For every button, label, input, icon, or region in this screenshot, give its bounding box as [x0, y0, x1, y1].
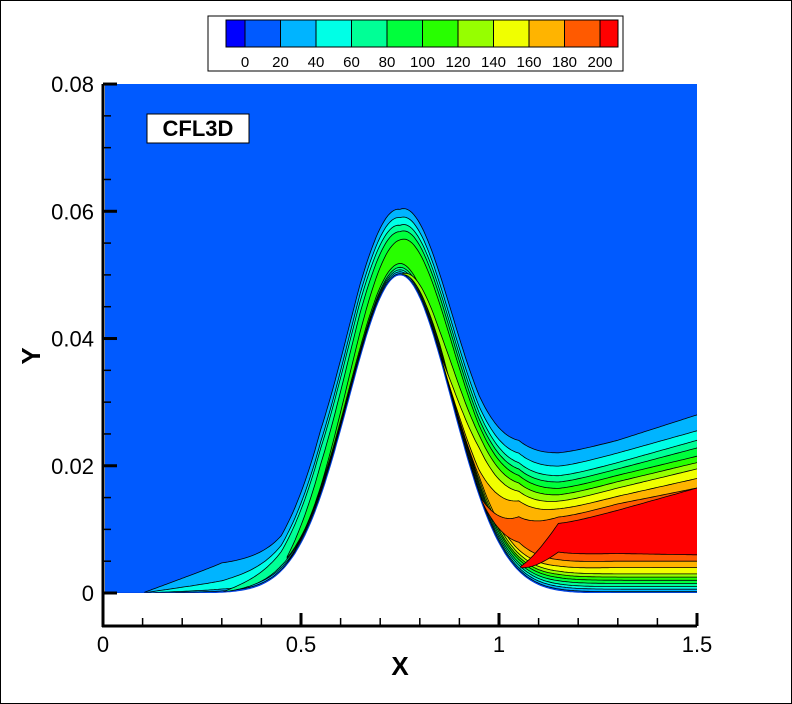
- legend-swatch-5: [386, 19, 423, 48]
- legend-label: 200: [587, 54, 612, 71]
- legend-swatch-7: [457, 19, 494, 48]
- legend-label: 120: [445, 54, 470, 71]
- color-legend: 0 20 40 60 80 100 120 140 160 180 200: [207, 15, 624, 72]
- legend-swatch-2: [280, 19, 317, 48]
- legend-label: 80: [379, 54, 396, 71]
- legend-label: 160: [516, 54, 541, 71]
- legend-swatch-10: [564, 19, 601, 48]
- y-tick-label: 0.06: [51, 199, 94, 224]
- legend-swatch-8: [493, 19, 530, 48]
- x-tick-label: 1.5: [682, 632, 713, 657]
- y-tick-label: 0.02: [51, 454, 94, 479]
- solver-label: CFL3D: [146, 113, 250, 144]
- y-tick-label: 0.08: [51, 72, 94, 97]
- contour-field: [105, 84, 697, 593]
- y-tick-label: 0: [82, 581, 94, 606]
- legend-swatch-4: [351, 19, 388, 48]
- legend-swatch-6: [422, 19, 459, 48]
- legend-swatch-3: [315, 19, 352, 48]
- axes: 0 0.5 1 1.5 0 0.02 0.04 0.06 0.08: [51, 72, 712, 657]
- legend-label: 0: [241, 54, 249, 71]
- legend-swatch-9: [528, 19, 565, 48]
- solver-label-text: CFL3D: [163, 116, 234, 141]
- x-tick-label: 0.5: [286, 632, 317, 657]
- x-tick-label: 0: [97, 632, 109, 657]
- y-tick-label: 0.04: [51, 327, 94, 352]
- legend-swatch-0: [225, 19, 246, 48]
- legend-swatch-11: [599, 19, 619, 48]
- legend-swatch-1: [244, 19, 281, 48]
- x-tick-label: 1: [493, 632, 505, 657]
- legend-label: 140: [481, 54, 506, 71]
- legend-label: 180: [552, 54, 577, 71]
- legend-label: 100: [410, 54, 435, 71]
- contour-band-200: [520, 487, 697, 569]
- legend-label: 60: [343, 54, 360, 71]
- hump-surface: [105, 274, 697, 593]
- legend-label: 40: [308, 54, 325, 71]
- legend-label: 20: [272, 54, 289, 71]
- y-axis-label: Y: [16, 347, 46, 364]
- x-axis-label: X: [391, 651, 409, 681]
